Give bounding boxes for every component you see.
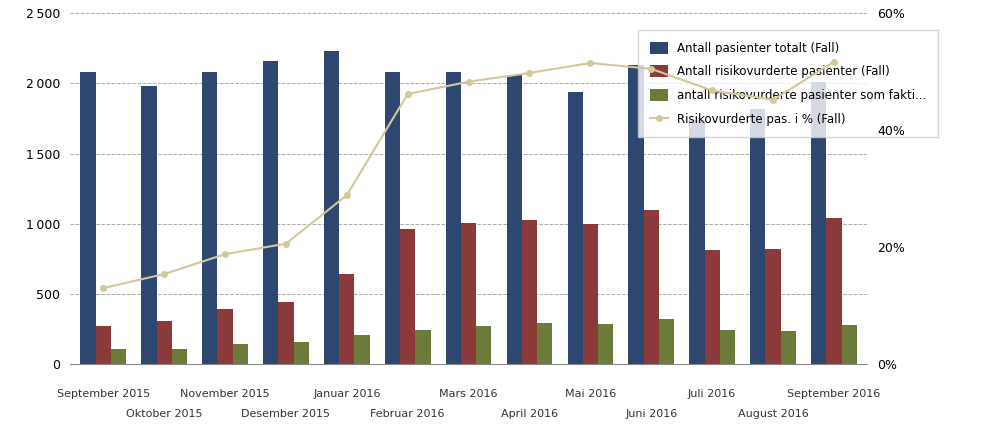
Legend: Antall pasienter totalt (Fall), Antall risikovurderte pasienter (Fall), antall r: Antall pasienter totalt (Fall), Antall r… <box>638 30 938 137</box>
Bar <box>720 330 735 364</box>
Bar <box>827 218 841 364</box>
Bar <box>705 250 720 364</box>
Bar <box>750 109 766 364</box>
Bar <box>232 344 248 364</box>
Risikovurderte pas. i % (Fall) <box>159 271 170 277</box>
Bar <box>689 120 705 364</box>
Bar <box>81 72 96 364</box>
Bar <box>142 86 157 364</box>
Bar <box>461 223 477 364</box>
Risikovurderte pas. i % (Fall) <box>341 192 353 198</box>
Bar <box>477 326 492 364</box>
Bar <box>171 349 187 364</box>
Risikovurderte pas. i % (Fall) <box>706 88 718 93</box>
Bar <box>416 330 431 364</box>
Risikovurderte pas. i % (Fall) <box>645 66 657 71</box>
Bar <box>659 319 674 364</box>
Bar <box>400 230 416 364</box>
Risikovurderte pas. i % (Fall) <box>767 97 779 103</box>
Bar <box>111 349 126 364</box>
Bar <box>766 249 781 364</box>
Risikovurderte pas. i % (Fall) <box>98 285 110 291</box>
Bar <box>506 75 521 364</box>
Bar <box>385 72 400 364</box>
Text: April 2016: April 2016 <box>500 408 558 419</box>
Bar <box>324 51 339 364</box>
Text: Mars 2016: Mars 2016 <box>440 389 498 399</box>
Bar <box>812 82 827 364</box>
Bar <box>96 326 111 364</box>
Bar <box>293 342 309 364</box>
Bar <box>628 65 644 364</box>
Bar <box>583 224 598 364</box>
Bar <box>202 72 217 364</box>
Risikovurderte pas. i % (Fall) <box>402 91 414 97</box>
Text: Mai 2016: Mai 2016 <box>564 389 616 399</box>
Bar <box>339 274 354 364</box>
Risikovurderte pas. i % (Fall) <box>463 79 475 84</box>
Bar <box>278 301 293 364</box>
Text: September 2016: September 2016 <box>788 389 880 399</box>
Text: August 2016: August 2016 <box>738 408 809 419</box>
Text: Februar 2016: Februar 2016 <box>371 408 445 419</box>
Text: Januar 2016: Januar 2016 <box>313 389 381 399</box>
Bar <box>781 331 796 364</box>
Bar <box>537 323 552 364</box>
Text: Desember 2015: Desember 2015 <box>241 408 330 419</box>
Risikovurderte pas. i % (Fall) <box>828 59 839 64</box>
Bar <box>217 309 232 364</box>
Text: Juni 2016: Juni 2016 <box>625 408 677 419</box>
Bar <box>446 72 461 364</box>
Text: Oktober 2015: Oktober 2015 <box>126 408 202 419</box>
Risikovurderte pas. i % (Fall) <box>219 251 231 257</box>
Risikovurderte pas. i % (Fall) <box>584 60 596 66</box>
Risikovurderte pas. i % (Fall) <box>280 241 292 246</box>
Bar <box>263 61 278 364</box>
Bar <box>644 210 659 364</box>
Bar <box>521 220 537 364</box>
Bar <box>157 321 171 364</box>
Bar <box>567 92 583 364</box>
Bar <box>354 335 370 364</box>
Bar <box>598 324 613 364</box>
Risikovurderte pas. i % (Fall) <box>523 70 535 75</box>
Bar <box>841 325 856 364</box>
Text: November 2015: November 2015 <box>180 389 270 399</box>
Line: Risikovurderte pas. i % (Fall): Risikovurderte pas. i % (Fall) <box>101 59 836 291</box>
Text: Juli 2016: Juli 2016 <box>688 389 736 399</box>
Text: September 2015: September 2015 <box>57 389 150 399</box>
